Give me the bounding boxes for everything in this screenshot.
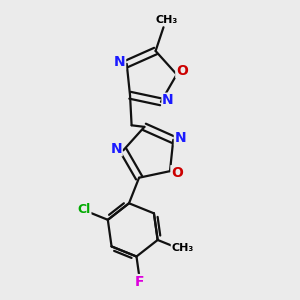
- Text: F: F: [135, 274, 144, 289]
- Text: O: O: [176, 64, 188, 78]
- Text: N: N: [110, 142, 122, 156]
- Text: O: O: [171, 166, 183, 180]
- Text: CH₃: CH₃: [171, 243, 194, 253]
- Text: N: N: [174, 131, 186, 145]
- Text: CH₃: CH₃: [155, 15, 178, 25]
- Text: N: N: [162, 93, 174, 107]
- Text: Cl: Cl: [78, 203, 91, 216]
- Text: N: N: [114, 55, 126, 69]
